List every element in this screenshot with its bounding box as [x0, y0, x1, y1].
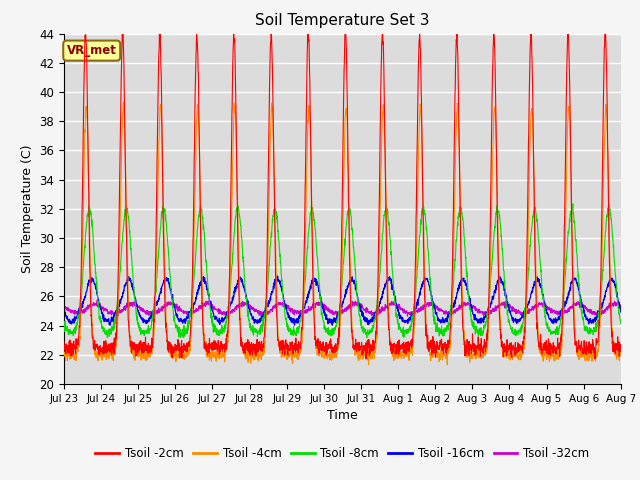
Tsoil -32cm: [568, 304, 576, 310]
Tsoil -16cm: [584, 318, 591, 324]
Tsoil -4cm: [584, 353, 591, 359]
Tsoil -32cm: [216, 309, 223, 314]
Tsoil -2cm: [584, 344, 591, 349]
Tsoil -4cm: [359, 350, 367, 356]
Tsoil -8cm: [363, 335, 371, 341]
Tsoil -32cm: [93, 297, 101, 303]
Tsoil -2cm: [568, 226, 575, 232]
Tsoil -8cm: [371, 319, 379, 324]
Tsoil -8cm: [216, 328, 223, 334]
Tsoil -8cm: [568, 206, 575, 212]
Tsoil -2cm: [379, 24, 387, 30]
Tsoil -16cm: [371, 310, 379, 315]
Tsoil -8cm: [60, 321, 68, 327]
Tsoil -2cm: [216, 351, 223, 357]
X-axis label: Time: Time: [327, 409, 358, 422]
Tsoil -8cm: [584, 328, 591, 334]
Tsoil -4cm: [505, 350, 513, 356]
Line: Tsoil -8cm: Tsoil -8cm: [64, 204, 621, 338]
Line: Tsoil -4cm: Tsoil -4cm: [64, 102, 621, 365]
Tsoil -8cm: [358, 327, 366, 333]
Tsoil -4cm: [120, 99, 127, 105]
Tsoil -4cm: [60, 349, 68, 355]
Tsoil -16cm: [359, 310, 367, 315]
Tsoil -4cm: [617, 349, 625, 355]
Title: Soil Temperature Set 3: Soil Temperature Set 3: [255, 13, 429, 28]
Text: VR_met: VR_met: [67, 44, 116, 57]
Tsoil -2cm: [617, 349, 625, 355]
Tsoil -16cm: [60, 307, 68, 312]
Tsoil -16cm: [568, 278, 576, 284]
Tsoil -4cm: [216, 352, 223, 358]
Tsoil -4cm: [568, 226, 576, 232]
Tsoil -32cm: [359, 304, 367, 310]
Tsoil -8cm: [617, 321, 625, 326]
Tsoil -32cm: [505, 303, 513, 309]
Line: Tsoil -16cm: Tsoil -16cm: [64, 276, 621, 325]
Tsoil -32cm: [60, 304, 68, 310]
Tsoil -16cm: [505, 303, 513, 309]
Tsoil -2cm: [60, 338, 68, 344]
Tsoil -32cm: [617, 304, 625, 310]
Tsoil -32cm: [584, 306, 591, 312]
Tsoil -16cm: [216, 315, 223, 321]
Tsoil -32cm: [371, 311, 379, 317]
Y-axis label: Soil Temperature (C): Soil Temperature (C): [20, 144, 34, 273]
Line: Tsoil -2cm: Tsoil -2cm: [64, 27, 621, 359]
Tsoil -2cm: [371, 341, 378, 347]
Tsoil -8cm: [569, 201, 577, 207]
Tsoil -4cm: [371, 349, 379, 355]
Tsoil -4cm: [365, 362, 372, 368]
Tsoil -16cm: [617, 309, 625, 315]
Tsoil -16cm: [328, 323, 336, 328]
Tsoil -2cm: [591, 356, 599, 361]
Tsoil -32cm: [404, 313, 412, 319]
Tsoil -16cm: [274, 273, 282, 279]
Tsoil -8cm: [504, 319, 512, 325]
Tsoil -2cm: [358, 350, 366, 356]
Legend: Tsoil -2cm, Tsoil -4cm, Tsoil -8cm, Tsoil -16cm, Tsoil -32cm: Tsoil -2cm, Tsoil -4cm, Tsoil -8cm, Tsoi…: [91, 443, 594, 465]
Tsoil -2cm: [504, 346, 512, 352]
Line: Tsoil -32cm: Tsoil -32cm: [64, 300, 621, 316]
